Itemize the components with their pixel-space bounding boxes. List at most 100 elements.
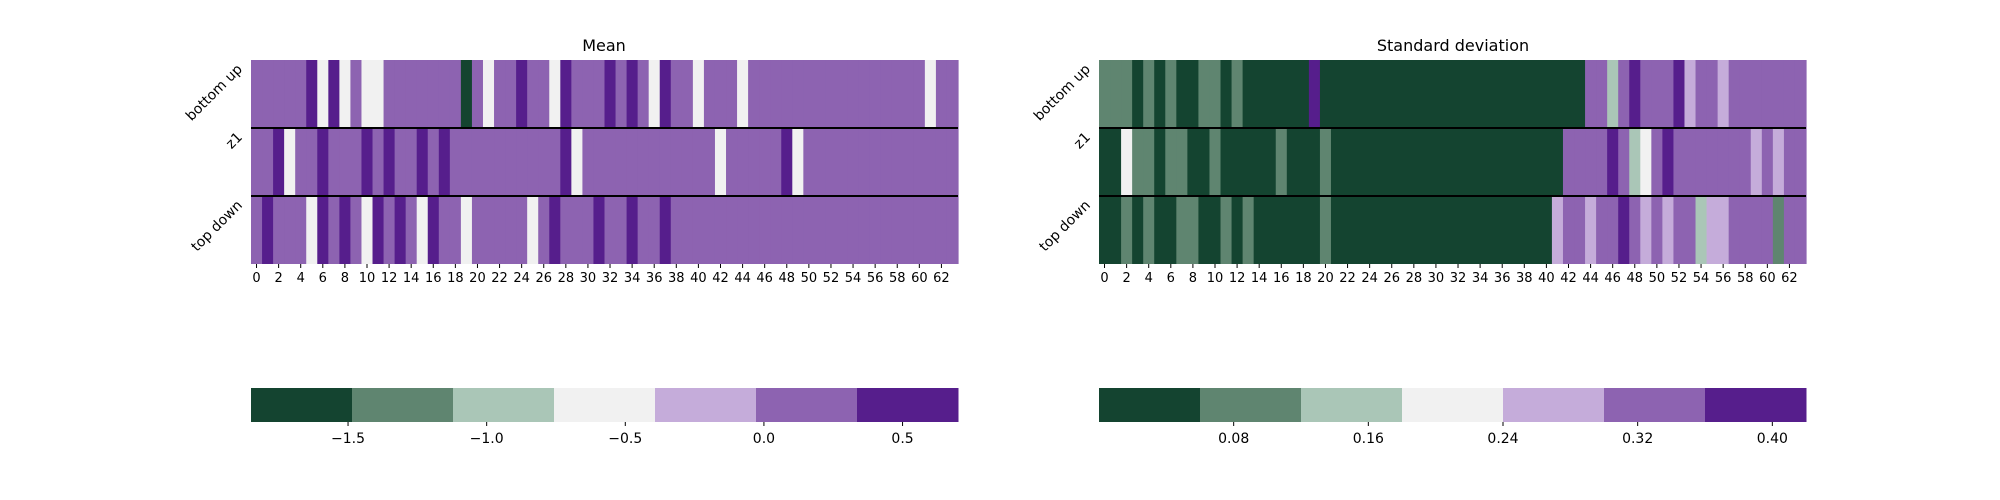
x-tick-label: 16 — [1273, 271, 1290, 286]
heatmap-cell — [1629, 196, 1641, 264]
heatmap-cell — [527, 60, 539, 128]
heatmap-cell — [1706, 60, 1719, 128]
heatmap-cell — [847, 60, 860, 128]
heatmap-cell — [516, 128, 528, 196]
heatmap-cell — [935, 196, 948, 264]
heatmap-cell — [1419, 196, 1432, 264]
heatmap-cell — [924, 196, 937, 264]
heatmap-cell — [781, 128, 793, 196]
heatmap-cell — [1198, 128, 1211, 196]
heatmap-cell — [549, 196, 561, 264]
x-tick-label: 38 — [1516, 271, 1533, 286]
heatmap-cell — [946, 196, 959, 264]
heatmap-cell — [913, 60, 926, 128]
heatmap-cell — [1772, 128, 1785, 196]
heatmap-cell — [1253, 196, 1266, 264]
heatmap-cell — [1286, 196, 1299, 264]
colorbar-tick-label: −1.0 — [470, 431, 504, 447]
heatmap-cell — [648, 196, 661, 264]
heatmap-cell — [615, 196, 628, 264]
heatmap-cell — [1242, 128, 1255, 196]
x-tick-label: 0 — [1100, 271, 1108, 286]
heatmap-cell — [1132, 196, 1144, 264]
heatmap-cell — [891, 128, 904, 196]
heatmap-cell — [792, 128, 804, 196]
heatmap-cell — [438, 128, 451, 196]
heatmap-cell — [1209, 60, 1222, 128]
heatmap-cell — [726, 60, 738, 128]
heatmap-cell — [1574, 196, 1586, 264]
heatmap-cell — [759, 196, 771, 264]
colorbar-swatch — [1402, 388, 1504, 422]
heatmap-cell — [825, 60, 838, 128]
heatmap-cell — [273, 128, 285, 196]
x-tick-label: 38 — [668, 271, 685, 286]
colorbar-swatch — [251, 388, 353, 422]
heatmap-cell — [1673, 128, 1686, 196]
heatmap-cell — [1176, 128, 1188, 196]
heatmap-cell — [1143, 60, 1155, 128]
heatmap-cell — [814, 60, 827, 128]
heatmap-cell — [317, 196, 329, 264]
heatmap-cell — [394, 196, 407, 264]
heatmap-cell — [306, 60, 318, 128]
heatmap-cell — [825, 196, 838, 264]
heatmap-cell — [1585, 60, 1597, 128]
heatmap-cell — [339, 60, 352, 128]
heatmap-cell — [295, 128, 307, 196]
heatmap-cell — [1397, 196, 1409, 264]
heatmap-cell — [1607, 196, 1619, 264]
heatmap-cell — [781, 196, 793, 264]
heatmap-cell — [1154, 196, 1166, 264]
heatmap-cell — [1342, 128, 1354, 196]
heatmap-cell — [880, 196, 893, 264]
heatmap-cell — [1728, 128, 1741, 196]
heatmap-cell — [1198, 60, 1211, 128]
heatmap-cell — [1330, 60, 1343, 128]
heatmap-cell — [726, 128, 738, 196]
heatmap-cell — [1618, 128, 1630, 196]
heatmap-cell — [1750, 128, 1763, 196]
heatmap-cell — [549, 128, 561, 196]
heatmap-cell — [604, 196, 617, 264]
heatmap-cell — [1629, 60, 1641, 128]
heatmap-cell — [1099, 60, 1111, 128]
heatmap-cell — [471, 128, 484, 196]
heatmap-cell — [361, 196, 374, 264]
heatmap-cell — [1717, 128, 1730, 196]
heatmap-cell — [1485, 60, 1498, 128]
heatmap-cell — [1364, 60, 1376, 128]
x-tick-label: 48 — [1626, 271, 1643, 286]
colorbar-tick-label: −1.5 — [331, 431, 365, 447]
x-tick-label: 54 — [1693, 271, 1710, 286]
heatmap-cell — [1695, 60, 1708, 128]
heatmap-cell — [1507, 128, 1520, 196]
heatmap-cell — [615, 60, 628, 128]
heatmap-cell — [582, 60, 595, 128]
heatmap-cell — [1695, 196, 1708, 264]
std-colorbar: 0.08 0.16 0.24 0.32 0.40 — [1099, 388, 1807, 447]
heatmap-cell — [847, 128, 860, 196]
x-tick-label: 32 — [602, 271, 619, 286]
x-tick-label: 22 — [1339, 271, 1356, 286]
heatmap-cell — [350, 128, 363, 196]
mean-colorbar: −1.5 −1.0 −0.5 0.0 0.5 — [251, 388, 959, 447]
heatmap-cell — [1618, 60, 1630, 128]
heatmap-cell — [692, 128, 705, 196]
heatmap-cell — [416, 60, 429, 128]
x-tick-label: 56 — [867, 271, 884, 286]
heatmap-cell — [692, 196, 705, 264]
heatmap-cell — [1353, 60, 1365, 128]
x-tick-label: 32 — [1450, 271, 1467, 286]
heatmap-cell — [516, 196, 528, 264]
row-label-top-down: top down — [1036, 198, 1093, 255]
heatmap-cell — [449, 60, 462, 128]
row-label-bottom-up: bottom up — [183, 61, 246, 124]
heatmap-cell — [350, 60, 363, 128]
heatmap-cell — [273, 196, 285, 264]
heatmap-cell — [670, 60, 683, 128]
heatmap-cell — [1319, 196, 1332, 264]
heatmap-cell — [869, 128, 882, 196]
heatmap-cell — [1143, 196, 1155, 264]
x-tick-label: 2 — [274, 271, 282, 286]
